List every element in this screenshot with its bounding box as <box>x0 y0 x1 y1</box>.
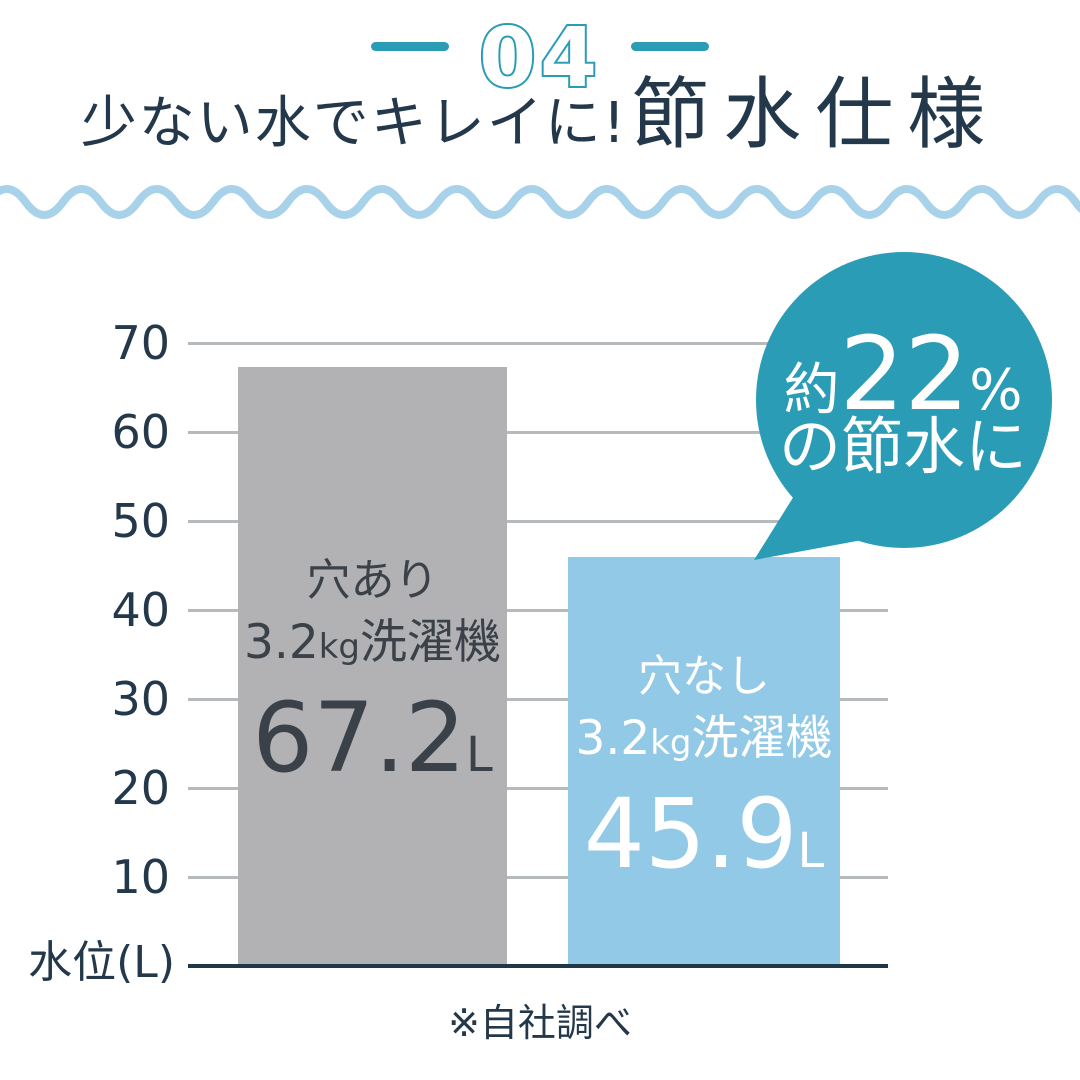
gridline-30 <box>188 698 888 701</box>
y-tick-30: 30 <box>111 672 170 726</box>
right-dash-decoration <box>631 41 709 51</box>
y-tick-10: 10 <box>111 850 170 904</box>
y-tick-20: 20 <box>111 761 170 815</box>
y-tick-60: 60 <box>111 405 170 459</box>
capacity-unit: kg <box>318 627 361 667</box>
savings-percent-number: 22 <box>839 315 970 434</box>
water-volume-number: 67.2 <box>252 682 466 794</box>
section-number-row: 04 <box>0 8 1080 104</box>
page-title: 少ない水でキレイに! 節水仕様 <box>0 76 1080 154</box>
bar-with-holes-labels: 穴あり 3.2kg洗濯機 67.2L <box>238 555 507 787</box>
bar-value: 45.9L <box>568 786 840 882</box>
wave-path <box>0 185 1080 219</box>
percent-sign: % <box>969 358 1023 423</box>
gridline-40 <box>188 609 888 612</box>
bar-without-holes-labels: 穴なし 3.2kg洗濯機 45.9L <box>568 651 840 883</box>
wave-divider <box>0 185 1080 219</box>
y-tick-70: 70 <box>111 316 170 370</box>
savings-label-line: の節水に <box>778 410 1027 483</box>
water-volume-number: 45.9 <box>583 778 798 890</box>
bar-with-holes-washer: 穴あり 3.2kg洗濯機 67.2L <box>238 367 507 966</box>
left-dash-decoration <box>371 41 449 51</box>
page-title-large: 節水仕様 <box>631 70 1000 160</box>
capacity-rest: 洗濯機 <box>691 711 833 766</box>
page-title-small: 少ない水でキレイに! <box>80 91 628 157</box>
bar-chart: 70 60 50 40 30 20 10 穴あり 3.2kg洗濯機 67.2L … <box>0 280 1080 1040</box>
capacity-number: 3.2 <box>575 711 651 766</box>
bar-category-line2: 3.2kg洗濯機 <box>568 715 840 762</box>
capacity-number: 3.2 <box>243 615 319 670</box>
bar-category-line2: 3.2kg洗濯機 <box>238 619 507 666</box>
footnote: ※自社調べ <box>448 1001 632 1045</box>
bar-without-holes-washer: 穴なし 3.2kg洗濯機 45.9L <box>568 557 840 966</box>
capacity-rest: 洗濯機 <box>360 615 502 670</box>
gridline-10 <box>188 876 888 879</box>
water-volume-unit: L <box>797 823 825 879</box>
gridline-20 <box>188 787 888 790</box>
bar-category-line1: 穴なし <box>638 651 770 702</box>
water-volume-unit: L <box>466 727 493 783</box>
savings-speech-bubble: 約22% の節水に <box>746 248 1060 570</box>
gridline-60 <box>188 431 888 434</box>
y-tick-40: 40 <box>111 583 170 637</box>
gridline-50 <box>188 520 888 523</box>
savings-percent-line: 約22% <box>746 324 1060 426</box>
x-axis-baseline <box>188 964 888 968</box>
y-axis-label: 水位(L) <box>28 937 175 988</box>
gridline-70 <box>188 342 888 345</box>
capacity-unit: kg <box>650 723 692 763</box>
y-tick-50: 50 <box>111 494 170 548</box>
bar-category-line1: 穴あり <box>306 555 439 606</box>
bar-value: 67.2L <box>238 690 507 786</box>
section-number-text: 04 <box>479 11 601 104</box>
approx-prefix: 約 <box>783 358 840 423</box>
speech-bubble-circle <box>756 252 1052 548</box>
speech-bubble-shape <box>754 252 1052 560</box>
section-number-badge: 04 <box>477 9 601 104</box>
